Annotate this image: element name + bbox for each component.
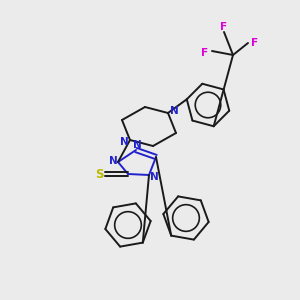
- Text: F: F: [220, 22, 228, 32]
- Text: F: F: [201, 48, 208, 58]
- Text: N: N: [120, 137, 128, 147]
- Text: N: N: [169, 106, 178, 116]
- Text: N: N: [133, 140, 141, 150]
- Text: N: N: [109, 156, 117, 166]
- Text: N: N: [150, 172, 158, 182]
- Text: F: F: [251, 38, 259, 48]
- Text: S: S: [95, 169, 103, 182]
